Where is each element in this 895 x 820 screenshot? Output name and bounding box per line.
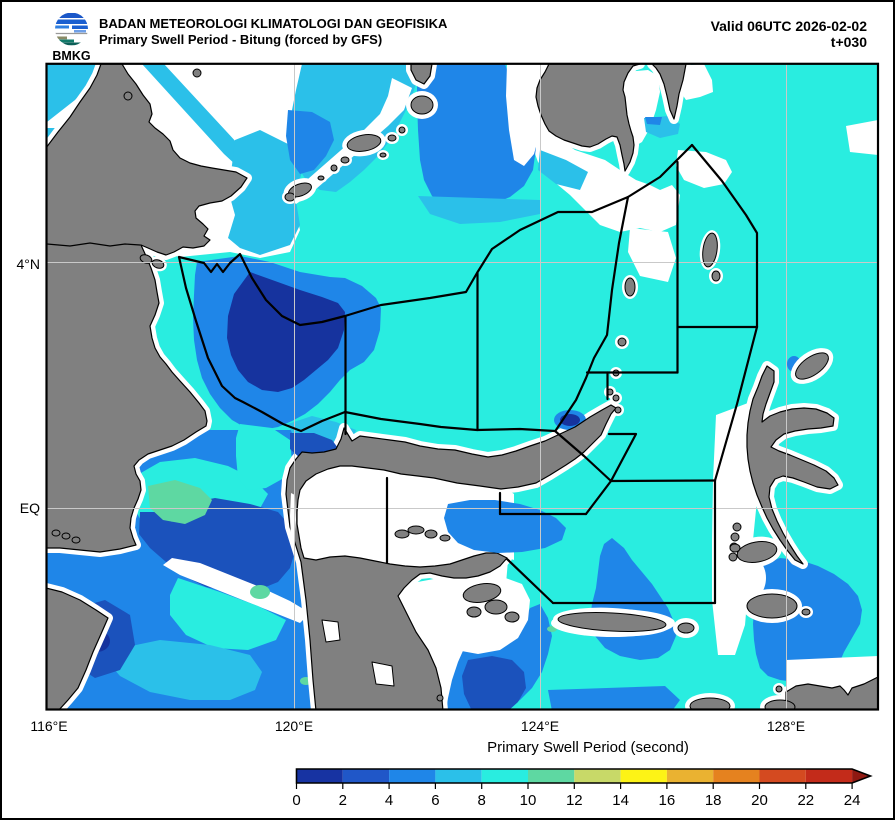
svg-text:14: 14 bbox=[612, 792, 629, 809]
svg-text:22: 22 bbox=[797, 792, 814, 809]
svg-text:18: 18 bbox=[705, 792, 722, 809]
svg-text:0: 0 bbox=[292, 792, 300, 809]
svg-text:24: 24 bbox=[844, 792, 861, 809]
svg-text:20: 20 bbox=[751, 792, 768, 809]
svg-text:12: 12 bbox=[566, 792, 583, 809]
svg-text:BMKG: BMKG bbox=[52, 49, 90, 62]
svg-text:2: 2 bbox=[339, 792, 347, 809]
svg-text:6: 6 bbox=[431, 792, 439, 809]
svg-text:8: 8 bbox=[478, 792, 486, 809]
svg-text:4: 4 bbox=[385, 792, 393, 809]
svg-text:10: 10 bbox=[520, 792, 537, 809]
svg-text:16: 16 bbox=[659, 792, 676, 809]
